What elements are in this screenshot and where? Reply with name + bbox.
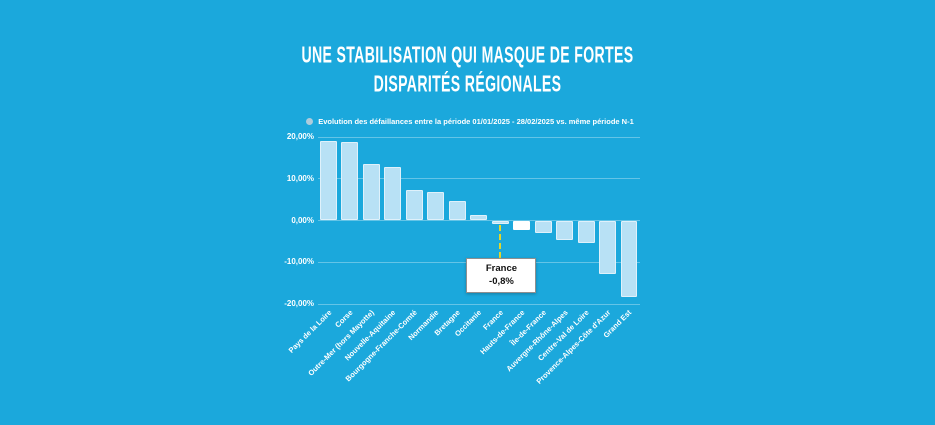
plot-area: France -0,8% [318,136,640,305]
gridline [318,220,640,221]
callout-connector-line [499,224,502,258]
y-axis-labels: 20,00% 10,00% 0,00% -10,00% -20,00% [270,132,314,308]
bar-provence-alpes-c-te-d-azur [599,220,617,274]
gridline [318,178,640,180]
x-axis-labels: Pays de la Loire Corse Outre-Mer (hors May… [286,304,640,404]
title-line-1: UNE STABILISATION QUI MASQUE DE FORTES [301,43,634,69]
bar-auvergne-rh-ne-alpes [556,220,574,240]
bar-pays-de-la-loire [320,141,337,221]
gridline [318,136,640,138]
legend-label: Evolution des défaillances entre la péri… [318,117,634,126]
gridline [318,303,640,305]
bar-centre-val-de-loire [577,220,595,244]
chart-legend: Evolution des défaillances entre la péri… [280,117,660,126]
x-tick-label: Pays de la Loire [286,308,334,355]
y-tick-label: 0,00% [291,215,314,225]
bar-normandie [427,192,445,221]
page-title: UNE STABILISATION QUI MASQUE DE FORTES D… [56,42,879,100]
bar-chart: 20,00% 10,00% 0,00% -10,00% -20,00% France -… [270,132,650,407]
title-line-2: DISPARITÉS RÉGIONALES [373,72,562,98]
bar-grand-est [620,220,638,297]
bar-bourgogne-franche-comt- [405,190,423,221]
bar-france [491,220,509,224]
france-callout: France -0,8% [466,257,537,293]
y-tick-label: -10,00% [284,257,314,267]
bar-hauts-de-france [513,220,531,230]
bar-outre-mer-hors-mayotte- [362,164,380,221]
bar-occitanie [470,214,488,221]
bar-nouvelle-aquitaine [384,167,402,221]
y-tick-label: 10,00% [286,173,314,183]
callout-region-label: France [485,262,518,274]
y-tick-label: 20,00% [286,132,314,141]
y-tick-label: -20,00% [284,299,314,308]
bar-corse [341,142,359,221]
callout-value-label: -0,8% [489,275,514,287]
legend-dot-icon [306,118,314,125]
bar-bretagne [448,200,466,221]
bar--le-de-france [534,220,552,234]
